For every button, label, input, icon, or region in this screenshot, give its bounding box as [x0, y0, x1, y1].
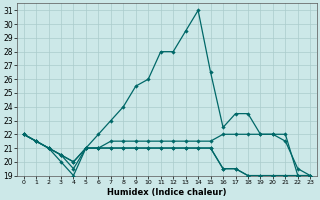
X-axis label: Humidex (Indice chaleur): Humidex (Indice chaleur) [107, 188, 227, 197]
